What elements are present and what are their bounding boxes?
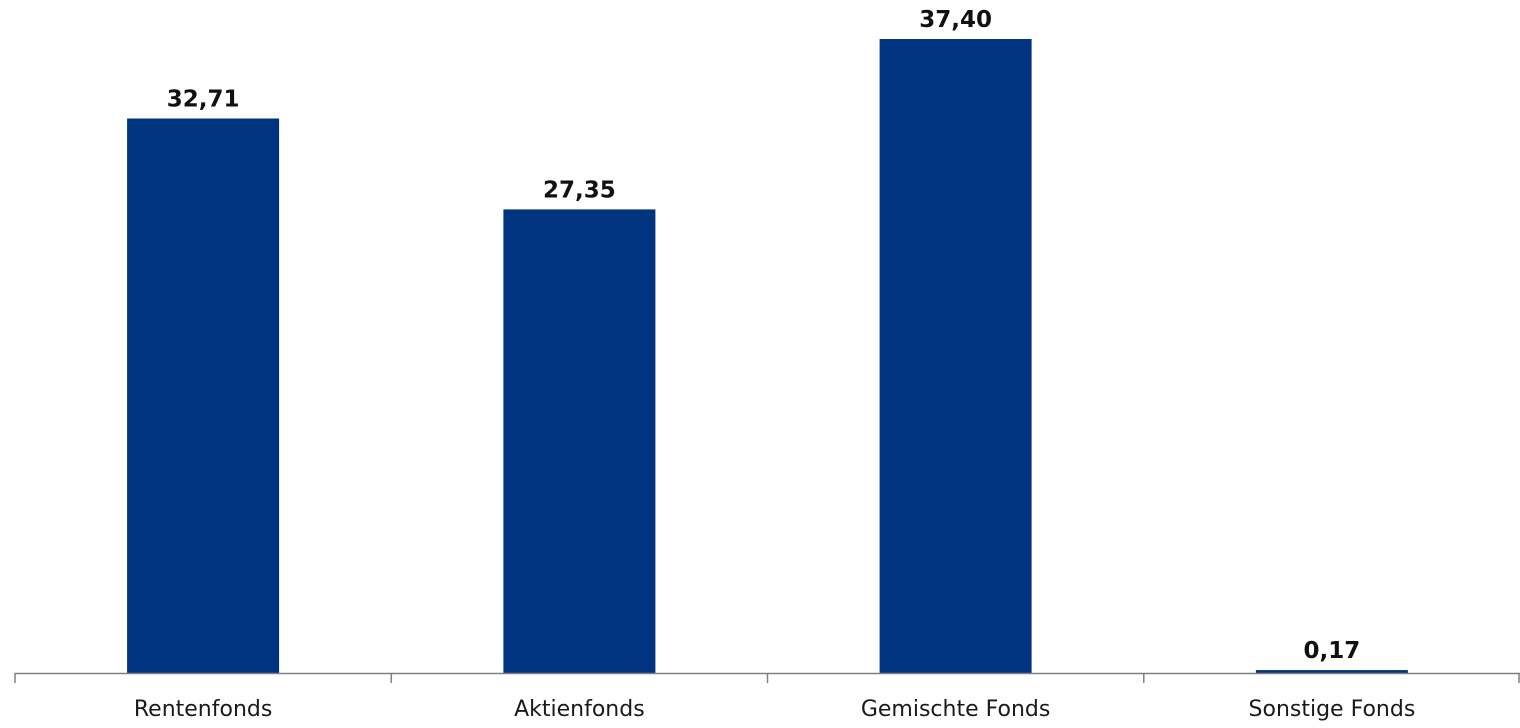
data-label-aktienfonds: 27,35 <box>543 177 616 203</box>
category-label-aktienfonds: Aktienfonds <box>514 697 645 722</box>
category-label-gemischte-fonds: Gemischte Fonds <box>861 697 1050 722</box>
category-label-sonstige-fonds: Sonstige Fonds <box>1249 697 1416 722</box>
category-labels-group: Rentenfonds Aktienfonds Gemischte Fonds Son… <box>134 697 1415 722</box>
bar-gemischte-fonds <box>879 39 1032 673</box>
bar-aktienfonds <box>503 209 656 673</box>
bar-sonstige-fonds <box>1255 670 1408 673</box>
bar-rentenfonds <box>127 118 280 673</box>
data-labels-group: 32,71 27,35 37,40 0,17 <box>167 7 1361 664</box>
x-axis <box>14 672 1520 683</box>
data-label-sonstige-fonds: 0,17 <box>1304 638 1361 664</box>
data-label-gemischte-fonds: 37,40 <box>919 7 992 33</box>
data-label-rentenfonds: 32,71 <box>167 87 240 113</box>
bars-group <box>127 39 1408 673</box>
category-label-rentenfonds: Rentenfonds <box>134 697 272 722</box>
